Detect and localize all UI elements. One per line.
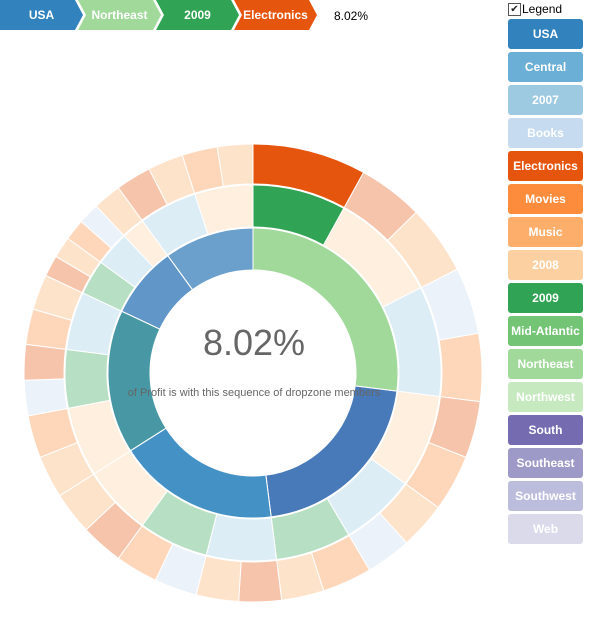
legend-item-mid-atlantic[interactable]: Mid-Atlantic	[508, 316, 583, 346]
legend-toggle-label: Legend	[522, 2, 563, 16]
breadcrumb-step-electronics[interactable]	[234, 0, 317, 30]
breadcrumb-step-label: USA	[29, 8, 55, 22]
sunburst-arc-usa-web[interactable]	[167, 227, 254, 291]
legend-item-movies[interactable]: Movies	[508, 184, 583, 214]
sunburst-arc-usa-web-2008[interactable]	[194, 184, 254, 235]
legend-item-southwest[interactable]: Southwest	[508, 481, 583, 511]
sunburst-arc-usa-central-2007-electronics[interactable]	[238, 559, 283, 603]
legend-item-2008[interactable]: 2008	[508, 250, 583, 280]
legend: USA Central 2007 Books Electronics Movies Musi…	[508, 19, 583, 547]
legend-item-south[interactable]: South	[508, 415, 583, 445]
legend-item-books[interactable]: Books	[508, 118, 583, 148]
sunburst-chart	[23, 143, 483, 603]
center-percentage: 8.02%	[202, 322, 306, 363]
breadcrumb-step-label: 2009	[184, 8, 211, 22]
breadcrumb-step-label: Electronics	[243, 8, 308, 22]
breadcrumb: USA Northeast 2009 Electronics	[0, 0, 317, 30]
legend-item-central[interactable]: Central	[508, 52, 583, 82]
breadcrumb-step-northeast[interactable]	[78, 0, 161, 30]
legend-item-northwest[interactable]: Northwest	[508, 382, 583, 412]
sunburst-arc-usa-mid-atlantic-2009-electronics[interactable]	[23, 343, 67, 381]
sunburst-arc-usa-northeast-2007-movies[interactable]	[438, 332, 483, 403]
legend-item-2009[interactable]: 2009	[508, 283, 583, 313]
legend-item-electronics[interactable]: Electronics	[508, 151, 583, 181]
legend-item-southeast[interactable]: Southeast	[508, 448, 583, 478]
legend-item-usa[interactable]: USA	[508, 19, 583, 49]
breadcrumb-step-label: Northeast	[91, 8, 147, 22]
breadcrumb-percentage: 8.02%	[334, 9, 369, 23]
legend-toggle[interactable]: ✔ Legend	[508, 2, 562, 16]
legend-item-music[interactable]: Music	[508, 217, 583, 247]
sunburst-arc-usa-mid-atlantic-2009[interactable]	[64, 348, 111, 409]
sunburst-arc-usa-web-2008-music[interactable]	[216, 143, 254, 187]
legend-item-2007[interactable]: 2007	[508, 85, 583, 115]
breadcrumb-step-usa[interactable]	[0, 0, 83, 30]
center-caption: of Profit is with this sequence of dropz…	[127, 387, 381, 399]
legend-item-web[interactable]: Web	[508, 514, 583, 544]
legend-checkbox[interactable]: ✔	[508, 2, 521, 16]
sunburst-arc-usa-central-2007[interactable]	[205, 513, 278, 562]
sunburst-center	[151, 271, 355, 475]
legend-item-northeast[interactable]: Northeast	[508, 349, 583, 379]
breadcrumb-step-2009[interactable]	[156, 0, 239, 30]
